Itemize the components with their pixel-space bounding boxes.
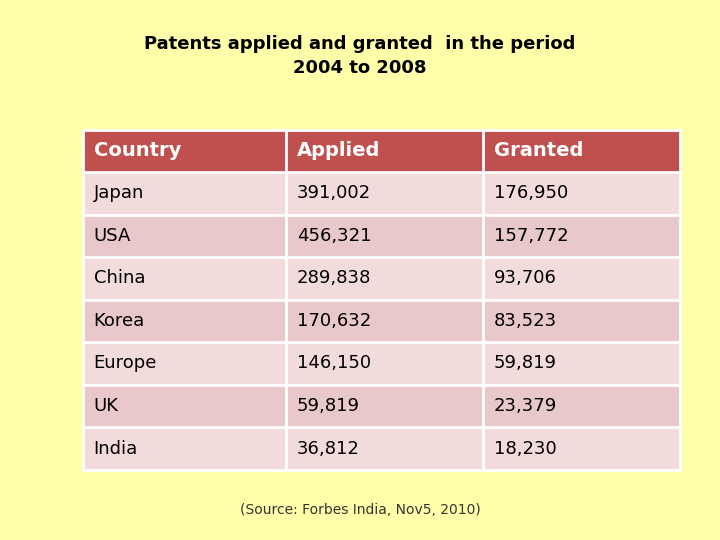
Text: Europe: Europe xyxy=(94,354,157,373)
FancyBboxPatch shape xyxy=(286,172,483,214)
Text: UK: UK xyxy=(94,397,119,415)
Text: Patents applied and granted  in the period
2004 to 2008: Patents applied and granted in the perio… xyxy=(144,35,576,77)
FancyBboxPatch shape xyxy=(83,384,286,427)
FancyBboxPatch shape xyxy=(83,427,286,470)
Text: India: India xyxy=(94,440,138,457)
Text: (Source: Forbes India, Nov5, 2010): (Source: Forbes India, Nov5, 2010) xyxy=(240,503,480,517)
Text: Korea: Korea xyxy=(94,312,145,330)
Text: 93,706: 93,706 xyxy=(494,269,557,287)
Text: 176,950: 176,950 xyxy=(494,184,568,202)
Text: 36,812: 36,812 xyxy=(297,440,360,457)
Text: 59,819: 59,819 xyxy=(297,397,360,415)
Text: 23,379: 23,379 xyxy=(494,397,557,415)
FancyBboxPatch shape xyxy=(483,215,680,257)
FancyBboxPatch shape xyxy=(83,130,286,172)
FancyBboxPatch shape xyxy=(483,130,680,172)
FancyBboxPatch shape xyxy=(286,427,483,470)
FancyBboxPatch shape xyxy=(286,215,483,257)
FancyBboxPatch shape xyxy=(483,300,680,342)
FancyBboxPatch shape xyxy=(286,300,483,342)
FancyBboxPatch shape xyxy=(286,130,483,172)
FancyBboxPatch shape xyxy=(83,257,286,300)
FancyBboxPatch shape xyxy=(286,342,483,384)
FancyBboxPatch shape xyxy=(483,342,680,384)
Text: Japan: Japan xyxy=(94,184,144,202)
FancyBboxPatch shape xyxy=(483,257,680,300)
Text: 59,819: 59,819 xyxy=(494,354,557,373)
FancyBboxPatch shape xyxy=(83,300,286,342)
Text: 83,523: 83,523 xyxy=(494,312,557,330)
Text: China: China xyxy=(94,269,145,287)
FancyBboxPatch shape xyxy=(483,172,680,214)
Text: Granted: Granted xyxy=(494,141,583,160)
Text: 157,772: 157,772 xyxy=(494,227,569,245)
FancyBboxPatch shape xyxy=(83,215,286,257)
Text: 18,230: 18,230 xyxy=(494,440,557,457)
FancyBboxPatch shape xyxy=(83,172,286,214)
Text: 170,632: 170,632 xyxy=(297,312,371,330)
FancyBboxPatch shape xyxy=(286,384,483,427)
Text: USA: USA xyxy=(94,227,131,245)
FancyBboxPatch shape xyxy=(483,384,680,427)
Text: Applied: Applied xyxy=(297,141,380,160)
Text: 456,321: 456,321 xyxy=(297,227,372,245)
FancyBboxPatch shape xyxy=(483,427,680,470)
Text: 289,838: 289,838 xyxy=(297,269,371,287)
Text: Country: Country xyxy=(94,141,181,160)
FancyBboxPatch shape xyxy=(286,257,483,300)
FancyBboxPatch shape xyxy=(83,342,286,384)
Text: 146,150: 146,150 xyxy=(297,354,371,373)
Text: 391,002: 391,002 xyxy=(297,184,371,202)
